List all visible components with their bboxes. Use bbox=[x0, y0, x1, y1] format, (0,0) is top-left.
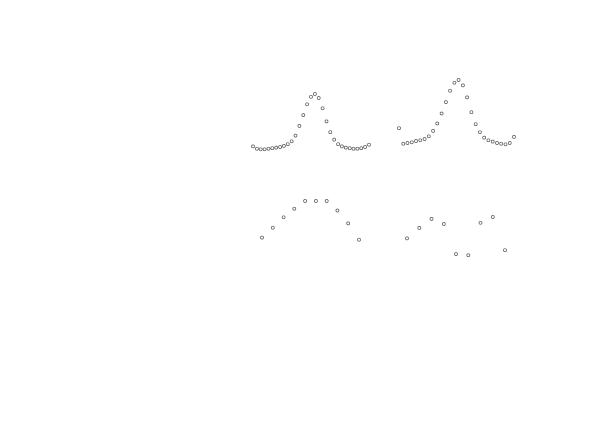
data-point bbox=[281, 215, 286, 220]
data-point bbox=[309, 94, 313, 99]
data-point bbox=[397, 126, 401, 131]
data-point bbox=[336, 142, 340, 147]
data-point bbox=[292, 206, 297, 211]
data-point bbox=[426, 134, 431, 139]
data-point bbox=[461, 83, 465, 88]
data-point bbox=[478, 220, 483, 225]
data-point bbox=[499, 141, 504, 146]
data-point bbox=[473, 122, 478, 127]
data-point bbox=[289, 139, 294, 144]
data-point bbox=[454, 252, 458, 256]
data-point bbox=[332, 137, 337, 142]
data-point bbox=[251, 144, 255, 149]
data-point bbox=[431, 129, 435, 133]
data-point bbox=[512, 135, 516, 139]
data-point bbox=[340, 144, 344, 149]
data-point bbox=[435, 121, 440, 126]
data-point bbox=[303, 199, 307, 203]
data-point bbox=[469, 110, 474, 115]
data-point bbox=[274, 145, 279, 150]
data-point bbox=[278, 145, 282, 149]
data-point bbox=[282, 144, 286, 148]
data-point bbox=[405, 141, 410, 145]
data-point bbox=[444, 100, 448, 104]
data-point bbox=[270, 225, 275, 230]
data-point bbox=[320, 106, 325, 111]
data-point bbox=[351, 146, 356, 151]
data-point bbox=[429, 217, 434, 221]
data-point bbox=[260, 235, 264, 240]
data-point bbox=[357, 237, 361, 242]
data-point bbox=[409, 140, 414, 145]
chart-panel bbox=[397, 78, 516, 147]
data-point bbox=[417, 226, 422, 230]
data-point bbox=[270, 146, 275, 151]
data-point bbox=[405, 236, 409, 241]
data-point bbox=[293, 133, 298, 138]
data-point bbox=[448, 88, 452, 93]
data-point bbox=[495, 141, 499, 145]
data-point bbox=[422, 137, 427, 141]
data-point bbox=[305, 102, 309, 107]
chart-panel bbox=[260, 199, 361, 242]
data-point bbox=[343, 145, 348, 150]
data-point bbox=[301, 113, 306, 117]
data-point bbox=[478, 130, 482, 135]
data-point bbox=[314, 199, 318, 203]
data-point bbox=[335, 208, 340, 213]
chart-panel bbox=[405, 215, 507, 258]
data-point bbox=[255, 146, 259, 151]
data-point bbox=[328, 130, 333, 135]
data-point bbox=[347, 146, 352, 151]
data-point bbox=[490, 215, 495, 219]
data-point bbox=[466, 253, 471, 258]
data-point bbox=[367, 142, 371, 147]
data-point bbox=[452, 80, 457, 85]
data-point bbox=[465, 95, 469, 100]
chart-panel bbox=[251, 92, 371, 152]
data-point bbox=[490, 139, 495, 144]
series-marks bbox=[397, 78, 516, 147]
data-point bbox=[346, 221, 351, 226]
data-point bbox=[313, 92, 317, 96]
data-point bbox=[297, 124, 302, 128]
series-marks bbox=[251, 92, 371, 152]
data-point bbox=[456, 78, 461, 82]
data-point bbox=[486, 138, 491, 143]
data-point bbox=[482, 135, 487, 140]
data-point bbox=[414, 139, 418, 143]
data-point bbox=[507, 141, 512, 145]
data-point bbox=[363, 145, 367, 149]
data-point bbox=[258, 147, 263, 152]
data-point bbox=[503, 142, 508, 147]
data-point bbox=[359, 146, 364, 151]
data-point bbox=[401, 141, 406, 146]
data-point bbox=[355, 146, 360, 151]
data-point bbox=[324, 199, 329, 203]
data-point bbox=[439, 111, 444, 116]
series-marks bbox=[260, 199, 361, 242]
data-point bbox=[324, 119, 329, 124]
data-point bbox=[285, 142, 290, 147]
data-point bbox=[418, 138, 423, 143]
data-point bbox=[316, 96, 321, 100]
data-point bbox=[262, 147, 267, 152]
data-point bbox=[266, 146, 271, 151]
data-point bbox=[503, 248, 507, 253]
series-marks bbox=[405, 215, 507, 258]
data-point bbox=[441, 222, 446, 226]
